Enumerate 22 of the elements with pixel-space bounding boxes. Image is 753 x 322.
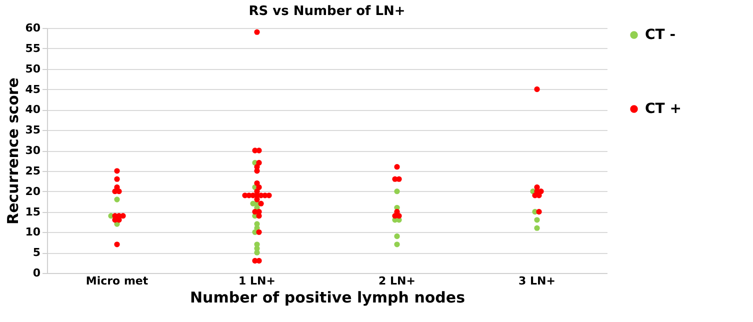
legend-label: CT +	[645, 101, 682, 117]
y-tick-label: 10	[25, 226, 41, 239]
legend-label: CT -	[645, 27, 676, 43]
x-tick-label: 3 LN+	[518, 274, 556, 288]
x-tick-label: 2 LN+	[378, 274, 416, 288]
y-tick-label: 5	[32, 246, 40, 260]
y-tick-label: 0	[32, 266, 41, 280]
y-tick-label: 55	[25, 42, 40, 55]
y-tick-label: 15	[25, 205, 40, 218]
y-tick-label: 25	[25, 164, 40, 178]
y-tick-label: 30	[25, 144, 41, 157]
y-tick-label: 20	[25, 184, 41, 198]
y-tick-label: 45	[25, 82, 40, 96]
y-tick-label: 35	[25, 124, 40, 137]
x-tick-label: Micro met	[86, 274, 148, 288]
chart-title: RS vs Number of LN+	[248, 4, 406, 19]
y-tick-label: 50	[25, 62, 41, 76]
y-tick-label: 40	[25, 103, 41, 116]
y-axis-title: Recurrence score	[4, 78, 22, 224]
x-axis-title: Number of positive lymph nodes	[190, 288, 466, 306]
x-tick-label: 1 LN+	[238, 274, 276, 288]
y-tick-label: 60	[25, 22, 41, 34]
